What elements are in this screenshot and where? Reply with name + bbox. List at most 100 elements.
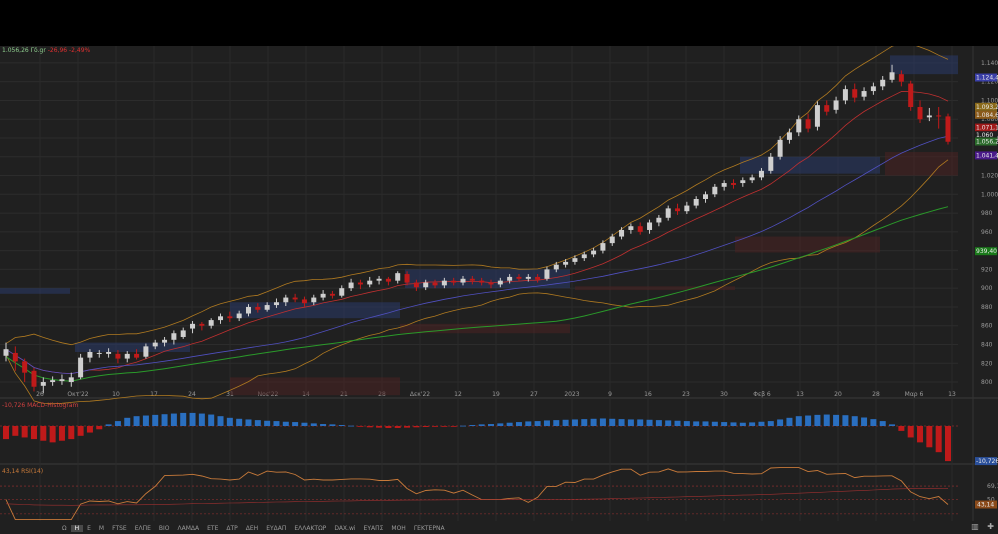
y-tick-label: 860: [981, 323, 993, 330]
candle-body: [749, 177, 755, 181]
macd-bar: [152, 414, 159, 426]
price-tag-label: 1.084,65: [976, 112, 998, 119]
ma-green-line: [5, 206, 949, 382]
candle-body: [693, 199, 699, 206]
candle-body: [22, 361, 28, 373]
candle-body: [852, 89, 858, 98]
tab-item[interactable]: Ω: [62, 524, 67, 532]
candle-body: [842, 89, 848, 101]
macd-bar: [217, 416, 224, 426]
tab-item[interactable]: ΕΤΕ: [207, 524, 219, 532]
candle-body: [516, 276, 522, 279]
macd-bar: [795, 416, 802, 426]
rsi-line: [5, 467, 949, 521]
tab-item[interactable]: ΛΑΜΔΑ: [177, 524, 200, 532]
tab-item[interactable]: DAX.wi: [334, 524, 356, 532]
macd-bar: [693, 421, 700, 426]
macd-bar: [49, 426, 56, 443]
macd-bar: [40, 426, 47, 441]
candle-body: [124, 353, 130, 359]
macd-bar: [170, 413, 177, 426]
candle-body: [348, 282, 354, 289]
candle-body: [786, 132, 792, 140]
candle-body: [740, 180, 746, 184]
macd-bar: [609, 418, 616, 426]
macd-bar: [12, 426, 19, 436]
candle-body: [684, 205, 690, 212]
bar-chart-icon[interactable]: ▥: [971, 522, 979, 531]
candle-body: [31, 370, 37, 387]
candle-body: [190, 323, 196, 329]
candle-body: [591, 250, 597, 255]
macd-bar: [422, 426, 429, 427]
tab-item[interactable]: ΔΕΗ: [245, 524, 259, 532]
macd-tag-label: -10,726: [976, 458, 998, 465]
macd-bar: [124, 417, 131, 426]
tab-item[interactable]: ΕΛΛΑΚΤΩΡ: [294, 524, 327, 532]
rsi-level-label: 50: [987, 497, 995, 504]
price-change: -26,96 -2,49%: [47, 47, 91, 54]
candle-body: [404, 274, 410, 283]
macd-bar: [861, 417, 868, 426]
candle-body: [824, 105, 830, 112]
macd-bar: [478, 424, 485, 426]
macd-bar: [646, 419, 653, 426]
macd-bar: [562, 419, 569, 426]
candle-body: [3, 349, 9, 356]
candle-body: [880, 79, 886, 87]
tab-item[interactable]: ΕΥΑΠΣ: [363, 524, 384, 532]
tab-item[interactable]: ΔΤΡ: [226, 524, 238, 532]
macd-bar: [245, 419, 252, 426]
tab-item[interactable]: ΓΕΚΤΕΡΝΑ: [413, 524, 445, 532]
tab-item[interactable]: ΜΟΗ: [391, 524, 406, 532]
candle-body: [777, 139, 783, 157]
macd-value-tag: -10,726: [975, 457, 998, 466]
candle-body: [768, 156, 774, 171]
candle-body: [367, 280, 373, 285]
macd-bar: [394, 426, 401, 428]
price-tag-label: 1.060: [976, 132, 993, 139]
candle-body: [572, 258, 578, 262]
candle-body: [758, 170, 764, 178]
y-tick-label: 1.000: [981, 191, 998, 198]
tab-item[interactable]: ΕΛΠΕ: [134, 524, 151, 532]
candle-body: [805, 119, 811, 129]
price-tag-label: 1.093,22: [976, 104, 998, 111]
candle-body: [329, 293, 335, 296]
macd-bar: [870, 419, 877, 426]
tab-item[interactable]: M: [98, 524, 105, 532]
chart-canvas[interactable]: 8008208408608809009209409609801.0001.020…: [0, 46, 998, 534]
macd-bar: [571, 419, 578, 426]
chart-area[interactable]: 8008208408608809009209409609801.0001.020…: [0, 46, 998, 534]
candle-body: [460, 278, 466, 283]
macd-bar: [273, 421, 280, 426]
tab-item[interactable]: H: [70, 524, 84, 532]
zone-box: [0, 288, 70, 294]
x-tick-label: Φεβ 6: [753, 391, 771, 398]
candle-body: [703, 194, 709, 200]
macd-bar: [432, 426, 439, 427]
macd-bar: [879, 421, 886, 426]
candle-body: [488, 282, 494, 285]
macd-bar: [553, 420, 560, 426]
tab-item[interactable]: ΕΥΔΑΠ: [266, 524, 287, 532]
price-tag: 939,40: [975, 247, 997, 256]
x-tick-label: 19: [492, 391, 500, 398]
macd-bar: [487, 424, 494, 426]
zone-box: [230, 377, 400, 396]
tab-item[interactable]: FTSE: [112, 524, 127, 532]
macd-bar: [506, 422, 513, 426]
candle-body: [40, 382, 46, 386]
price-tag: 1.060: [975, 131, 997, 140]
macd-bar: [534, 421, 541, 426]
tab-item[interactable]: E: [87, 524, 91, 532]
tab-item[interactable]: ΒΙΟ: [158, 524, 170, 532]
macd-bar: [543, 420, 550, 426]
x-tick-label: Οκτ'22: [67, 391, 88, 398]
candle-body: [106, 352, 112, 354]
candle-body: [413, 282, 419, 288]
crosshair-icon[interactable]: ✚: [987, 522, 994, 531]
price-value: 1.056,26: [2, 47, 29, 54]
candle-body: [96, 352, 102, 354]
